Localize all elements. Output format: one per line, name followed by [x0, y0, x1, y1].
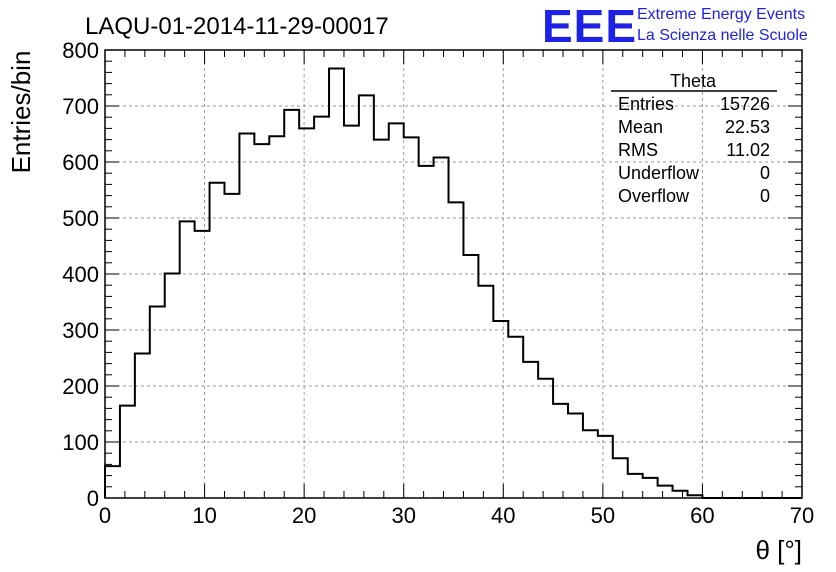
histogram-bin [628, 474, 643, 498]
x-tick-label: 20 [292, 503, 316, 528]
x-tick-label: 40 [491, 503, 515, 528]
chart-title: LAQU-01-2014-11-29-00017 [85, 13, 389, 40]
histogram-bin [583, 430, 598, 498]
stats-label: RMS [618, 140, 658, 160]
histogram-bin [120, 406, 135, 498]
plot-frame [104, 49, 803, 499]
histogram-bin [404, 137, 419, 498]
histogram-bin [180, 221, 195, 498]
y-tick-label: 600 [62, 150, 99, 175]
histogram-bin [150, 306, 165, 498]
grid-lines [105, 50, 802, 498]
histogram-bin [254, 144, 269, 498]
stats-value: 0 [760, 163, 770, 183]
x-tick-label: 10 [192, 503, 216, 528]
y-tick-label: 500 [62, 206, 99, 231]
histogram-bin [493, 321, 508, 498]
histogram-bin [613, 458, 628, 498]
x-tick-label: 70 [790, 503, 814, 528]
histogram-bin [463, 255, 478, 498]
histogram-bin [658, 486, 673, 498]
histogram-bin [449, 202, 464, 498]
stats-label: Overflow [618, 186, 690, 206]
histogram-bin [105, 466, 120, 498]
stats-value: 22.53 [725, 117, 770, 137]
x-tick-label: 50 [591, 503, 615, 528]
x-tick-label: 30 [391, 503, 415, 528]
histogram-bin [523, 362, 538, 498]
histogram-bin [299, 128, 314, 498]
histogram-bin [673, 491, 688, 498]
y-tick-labels: 0 100 200 300 400 500 600 700 800 [62, 38, 99, 511]
x-tick-label: 0 [99, 503, 111, 528]
histogram-bin [269, 136, 284, 498]
y-tick-label: 0 [87, 486, 99, 511]
y-tick-label: 800 [62, 38, 99, 63]
stats-value: 15726 [720, 94, 770, 114]
stats-box: Theta Entries 15726 Mean 22.53 RMS 11.02… [611, 71, 777, 206]
histogram-bin [508, 337, 523, 498]
histogram-bin [359, 95, 374, 498]
histogram-bin [314, 117, 329, 498]
y-tick-label: 100 [62, 430, 99, 455]
histogram-bin [374, 140, 389, 498]
histogram-bin [598, 436, 613, 498]
histogram-bin [329, 68, 344, 498]
histogram-bin [135, 354, 150, 498]
histogram-bin [210, 183, 225, 498]
histogram-bin [568, 413, 583, 498]
eee-logo: EEE Extreme Energy Events La Scienza nel… [542, 0, 808, 52]
stats-value: 0 [760, 186, 770, 206]
histogram-bin [419, 166, 434, 498]
histogram-bin [224, 194, 239, 498]
histogram-outline [104, 67, 802, 499]
logo-mark: EEE [542, 0, 637, 52]
stats-label: Entries [618, 94, 674, 114]
y-tick-label: 200 [62, 374, 99, 399]
x-axis-label: θ [°] [755, 535, 802, 565]
x-tick-label: 60 [690, 503, 714, 528]
y-tick-label: 300 [62, 318, 99, 343]
histogram-bin [434, 158, 449, 498]
logo-line-1: Extreme Energy Events [637, 6, 805, 23]
histogram-bin [478, 286, 493, 498]
stats-value: 11.02 [726, 140, 770, 160]
y-axis-label: Entries/bin [6, 51, 36, 174]
y-tick-label: 700 [62, 94, 99, 119]
stats-name: Theta [670, 71, 717, 91]
histogram-bin [195, 231, 210, 498]
logo-line-2: La Scienza nelle Scuole [637, 27, 808, 44]
histogram-bin [643, 478, 658, 498]
histogram-bin [239, 133, 254, 498]
stats-label: Underflow [618, 163, 700, 183]
histogram-bin [284, 110, 299, 498]
histogram-bin [538, 379, 553, 498]
x-tick-labels: 0 10 20 30 40 50 60 70 [99, 503, 814, 528]
histogram-bin [553, 404, 568, 498]
y-tick-label: 400 [62, 262, 99, 287]
stats-label: Mean [618, 117, 663, 137]
